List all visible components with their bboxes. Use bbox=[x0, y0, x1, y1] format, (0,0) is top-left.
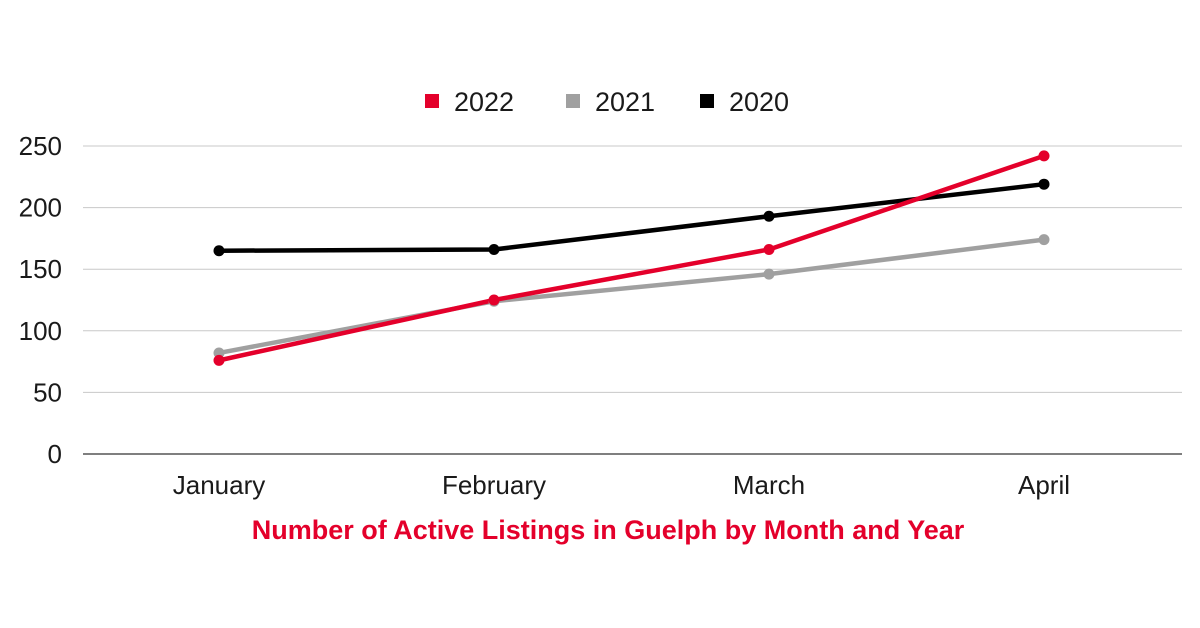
y-tick-label: 100 bbox=[19, 316, 62, 346]
data-point-2020 bbox=[213, 245, 225, 257]
data-point-2020 bbox=[1038, 178, 1050, 190]
gridlines bbox=[83, 145, 1182, 455]
data-point-2021 bbox=[763, 268, 775, 280]
legend-swatch-2021 bbox=[566, 94, 580, 108]
y-tick-label: 150 bbox=[19, 254, 62, 284]
x-axis-tick-labels: January February March April bbox=[173, 470, 1070, 500]
legend-label: 2020 bbox=[729, 87, 789, 117]
legend-label: 2022 bbox=[454, 87, 514, 117]
series-line-2021 bbox=[216, 237, 1047, 356]
legend-swatch-2020 bbox=[700, 94, 714, 108]
series-line-2020 bbox=[216, 181, 1047, 253]
x-tick-label: April bbox=[1018, 470, 1070, 500]
y-tick-label: 200 bbox=[19, 193, 62, 223]
data-point-2022 bbox=[1038, 150, 1050, 162]
data-point-2022 bbox=[763, 243, 775, 255]
data-point-2020 bbox=[763, 210, 775, 222]
legend-swatch-2022 bbox=[425, 94, 439, 108]
legend: 2022 2021 2020 bbox=[425, 87, 789, 117]
data-point-2022 bbox=[213, 354, 225, 366]
y-tick-label: 250 bbox=[19, 131, 62, 161]
chart-title: Number of Active Listings in Guelph by M… bbox=[252, 515, 965, 545]
y-axis-tick-labels: 0 50 100 150 200 250 bbox=[19, 131, 62, 469]
data-point-2022 bbox=[488, 294, 500, 306]
data-point-2021 bbox=[1038, 234, 1050, 246]
y-tick-label: 0 bbox=[48, 439, 62, 469]
legend-label: 2021 bbox=[595, 87, 655, 117]
data-point-2020 bbox=[488, 243, 500, 255]
series-lines bbox=[216, 153, 1047, 363]
series-line-2022 bbox=[216, 153, 1047, 363]
x-tick-label: January bbox=[173, 470, 266, 500]
series-points bbox=[213, 150, 1050, 366]
y-tick-label: 50 bbox=[33, 377, 62, 407]
x-tick-label: February bbox=[442, 470, 546, 500]
x-tick-label: March bbox=[733, 470, 805, 500]
